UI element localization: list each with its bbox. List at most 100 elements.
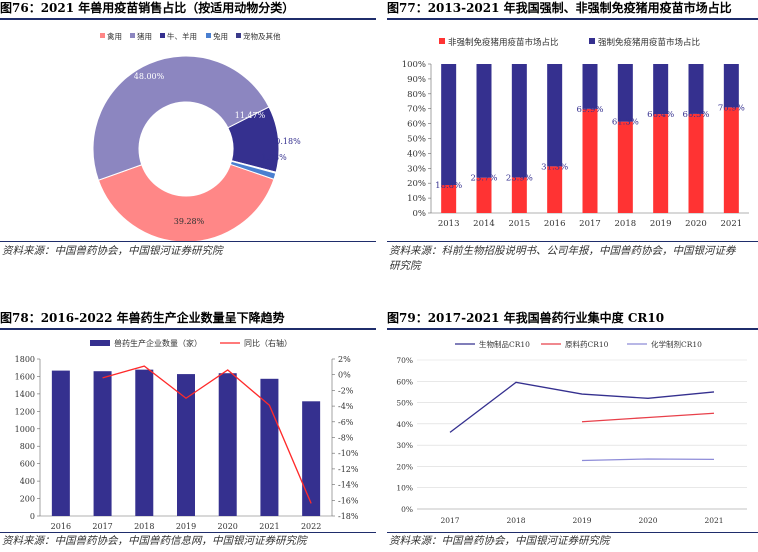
fig79-ytick-label-1: 10% xyxy=(396,484,413,493)
fig77-xtick-label-0: 2013 xyxy=(438,219,460,229)
fig77-data-label-2021: 70.9% xyxy=(718,103,745,113)
fig76-source: 资料来源：中国兽药协会，中国银河证券研究院 xyxy=(2,245,223,257)
fig76-legend-swatch-1 xyxy=(130,33,135,38)
fig76-data-label-1: 48.00% xyxy=(134,72,165,81)
fig78-legend-swatch-bar xyxy=(90,340,110,346)
fig76-data-label-0: 39.28% xyxy=(174,217,205,226)
fig79-ytick-label-6: 60% xyxy=(396,377,413,386)
fig76-slice-1 xyxy=(92,55,270,181)
fig78-bar-2016 xyxy=(51,370,70,516)
fig76-slice-4 xyxy=(229,160,277,180)
fig77-bar-0-2014 xyxy=(476,177,492,213)
fig77-xtick-label-5: 2018 xyxy=(615,219,637,229)
fig77-bar-1-2015 xyxy=(511,64,527,178)
fig77-ytick-label-7: 70% xyxy=(407,105,426,115)
fig77-bar-1-2020 xyxy=(688,64,704,114)
fig77-top-rule xyxy=(387,18,758,20)
fig76-legend-label-2: 牛、羊用 xyxy=(167,31,197,41)
fig78-xtick-label-6: 2022 xyxy=(301,522,321,531)
fig78-ytick-right-label-3: -4% xyxy=(338,402,354,411)
fig77-ytick-label-0: 0% xyxy=(413,209,427,219)
fig78-xtick-label-4: 2020 xyxy=(218,522,238,531)
fig77-bar-0-2019 xyxy=(653,114,669,213)
fig77-ytick-label-10: 100% xyxy=(402,60,426,70)
fig77-bottom-rule xyxy=(387,241,758,242)
fig77-stacked-bar-chart: 非强制免疫猪用疫苗市场占比 强制免疫猪用疫苗市场占比 0% 10% 20% 30% 40% 5… xyxy=(402,37,749,229)
fig77-xtick-label-3: 2016 xyxy=(544,219,566,229)
fig77-bar-1-2014 xyxy=(476,64,492,178)
panel-fig78: 图78：2016-2022 年兽药生产企业数量呈下降趋势 兽药生产企业数量（家）… xyxy=(0,310,376,552)
fig79-ytick-label-0: 0% xyxy=(401,505,413,514)
fig79-ytick-label-5: 50% xyxy=(396,399,413,408)
fig78-ytick-left-label-2: 400 xyxy=(20,477,35,486)
fig76-legend-swatch-4 xyxy=(236,33,241,38)
fig77-ytick-label-8: 80% xyxy=(407,90,426,100)
fig76-legend-label-1: 猪用 xyxy=(137,31,152,41)
fig77-data-label-2015: 23.9% xyxy=(506,173,533,183)
fig77-legend-label-0: 非强制免疫猪用疫苗市场占比 xyxy=(448,37,559,48)
fig79-legend-label-2: 化学制剂CR10 xyxy=(651,339,702,349)
fig76-legend-label-3: 兔用 xyxy=(213,31,228,41)
fig77-ytick-label-1: 10% xyxy=(407,194,426,204)
fig78-xtick-label-5: 2021 xyxy=(259,522,279,531)
fig78-ytick-left-label-7: 1400 xyxy=(15,390,35,399)
fig79-legend-label-0: 生物制品CR10 xyxy=(479,339,530,349)
fig78-xtick-label-2: 2018 xyxy=(134,522,154,531)
fig79-xtick-label-0: 2017 xyxy=(440,516,459,525)
fig78-bar-2022 xyxy=(302,401,321,516)
fig78-ytick-right-label-0: 2% xyxy=(338,355,351,364)
fig77-bar-0-2018 xyxy=(617,121,633,213)
fig79-xtick-label-4: 2021 xyxy=(704,516,723,525)
fig79-xtick-label-1: 2018 xyxy=(506,516,525,525)
fig78-ytick-right-label-1: 0% xyxy=(338,371,351,380)
fig76-legend-swatch-0 xyxy=(100,33,105,38)
fig76-data-label-4: 1.08% xyxy=(261,153,287,162)
fig76-bottom-rule xyxy=(0,241,376,242)
fig77-xtick-label-4: 2017 xyxy=(579,219,601,229)
fig77-data-label-2020: 66.5% xyxy=(682,110,709,120)
fig78-bar-2020 xyxy=(218,373,237,516)
fig79-legend-label-1: 原料药CR10 xyxy=(565,339,609,349)
fig77-xtick-label-7: 2020 xyxy=(685,219,707,229)
fig78-ytick-left-label-3: 600 xyxy=(20,460,35,469)
fig78-source: 资料来源：中国兽药协会，中国兽药信息网，中国银河证券研究院 xyxy=(2,535,307,547)
fig79-ytick-label-3: 30% xyxy=(396,441,413,450)
fig77-ytick-label-6: 60% xyxy=(407,120,426,130)
fig78-ytick-left-label-9: 1800 xyxy=(15,355,35,364)
fig77-data-label-2013: 18.8% xyxy=(435,181,462,191)
fig76-donut-chart: 禽用 猪用 牛、羊用 兔用 宠物及其他 39.28% 48.00% 11.47% 0.18% 1.… xyxy=(92,31,301,243)
fig76-legend-label-0: 禽用 xyxy=(107,31,122,41)
fig78-ytick-right-label-2: -2% xyxy=(338,386,354,395)
fig78-ytick-right-label-6: -10% xyxy=(338,449,359,458)
fig79-ytick-label-7: 70% xyxy=(396,356,413,365)
fig78-ytick-left-label-6: 1200 xyxy=(15,407,35,416)
fig77-data-label-2017: 69.9% xyxy=(576,105,603,115)
fig79-line-chart: 生物制品CR10 原料药CR10 化学制剂CR10 0% 10% 20% 30% 40% 50%… xyxy=(396,339,747,525)
fig77-bar-1-2019 xyxy=(653,64,669,115)
fig77-legend-label-1: 强制免疫猪用疫苗市场占比 xyxy=(598,37,700,48)
fig77-xtick-label-2: 2015 xyxy=(509,219,531,229)
fig78-ytick-left-label-4: 800 xyxy=(20,442,35,451)
fig78-ytick-left-label-8: 1600 xyxy=(15,372,35,381)
fig79-top-rule xyxy=(387,328,758,330)
fig76-title: 图76：2021 年兽用疫苗销售占比（按适用动物分类） xyxy=(0,1,295,15)
fig76-legend-label-4: 宠物及其他 xyxy=(243,31,281,41)
fig77-xtick-label-1: 2014 xyxy=(473,219,495,229)
fig79-ytick-label-2: 20% xyxy=(396,462,413,471)
fig77-data-label-2016: 31.3% xyxy=(541,162,568,172)
fig77-bar-0-2016 xyxy=(547,166,563,213)
fig77-bar-0-2021 xyxy=(723,107,739,213)
fig77-ytick-label-3: 30% xyxy=(407,164,426,174)
fig77-ytick-label-2: 20% xyxy=(407,179,426,189)
fig77-legend-swatch-1 xyxy=(589,38,595,44)
fig76-top-rule xyxy=(0,18,376,20)
fig77-ytick-label-9: 90% xyxy=(407,75,426,85)
fig79-xtick-label-3: 2020 xyxy=(638,516,657,525)
fig76-legend-swatch-2 xyxy=(160,33,165,38)
fig78-ytick-right-label-10: -18% xyxy=(338,512,359,521)
fig77-ytick-label-5: 50% xyxy=(407,135,426,145)
fig78-bar-2019 xyxy=(177,374,195,516)
fig78-ytick-right-label-5: -8% xyxy=(338,434,354,443)
fig76-slice-0 xyxy=(97,163,275,243)
fig77-bar-0-2020 xyxy=(688,113,704,213)
